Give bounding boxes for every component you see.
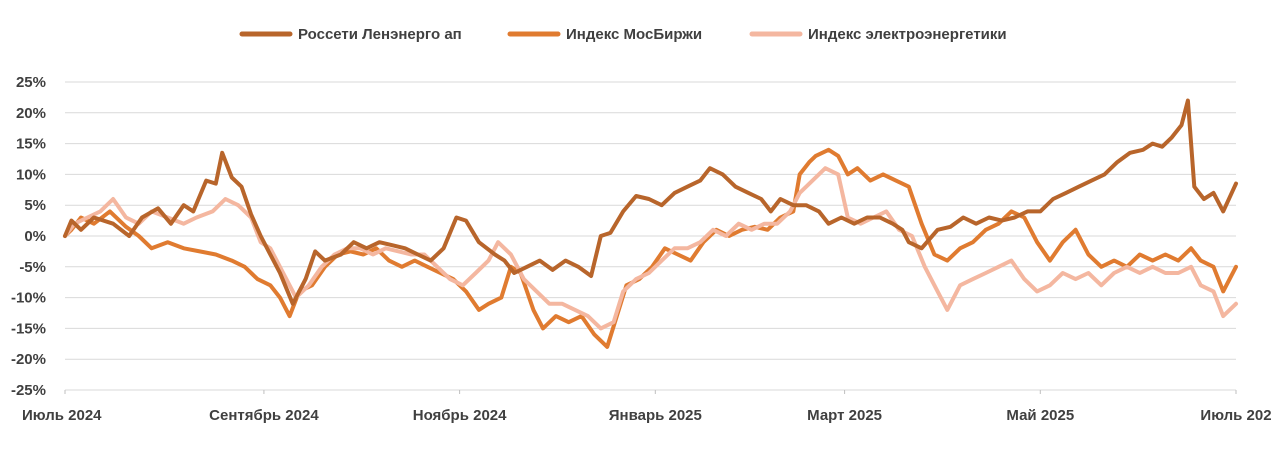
- y-tick-label: 20%: [16, 105, 46, 122]
- legend: Россети Ленэнерго ап Индекс МосБиржи Индек…: [239, 26, 1007, 43]
- x-tick-label: Май 2025: [1006, 407, 1074, 424]
- y-tick-label: 25%: [16, 74, 46, 91]
- x-tick-label: Ноябрь 2024: [413, 407, 507, 424]
- y-tick-label: -20%: [11, 351, 46, 368]
- legend-label: Индекс МосБиржи: [566, 26, 702, 43]
- series-line-2: [63, 147, 1238, 349]
- y-tick-label: -15%: [11, 320, 46, 337]
- y-tick-label: 15%: [16, 136, 46, 153]
- x-axis: Июль 2024 Сентябрь 2024 Ноябрь 2024 Январь …: [22, 390, 1272, 424]
- y-tick-label: 0%: [24, 228, 46, 245]
- y-axis: 25% 20% 15% 10% 5% 0% -5% -10% -15% -20% -25%: [11, 74, 46, 399]
- x-tick-label: Март 2025: [807, 407, 882, 424]
- x-tick-label: Июль 2024: [22, 407, 102, 424]
- x-tick-label: Июль 202: [1200, 407, 1271, 424]
- y-tick-label: -25%: [11, 382, 46, 399]
- y-tick-label: 10%: [16, 166, 46, 183]
- series-group: [63, 98, 1238, 349]
- y-tick-label: 5%: [24, 197, 46, 214]
- grid: [65, 81, 1236, 391]
- y-tick-label: -10%: [11, 290, 46, 307]
- y-tick-label: -5%: [19, 259, 46, 276]
- x-tick-label: Сентябрь 2024: [209, 407, 319, 424]
- legend-label: Россети Ленэнерго ап: [298, 26, 462, 43]
- series-line-1: [63, 98, 1238, 306]
- x-tick-label: Январь 2025: [609, 407, 702, 424]
- legend-label: Индекс электроэнергетики: [808, 26, 1007, 43]
